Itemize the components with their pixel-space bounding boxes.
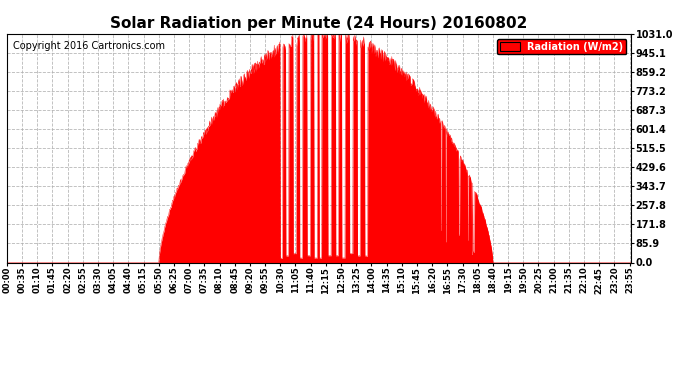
Legend: Radiation (W/m2): Radiation (W/m2) xyxy=(497,39,627,54)
Title: Solar Radiation per Minute (24 Hours) 20160802: Solar Radiation per Minute (24 Hours) 20… xyxy=(110,16,528,31)
Text: Copyright 2016 Cartronics.com: Copyright 2016 Cartronics.com xyxy=(13,40,165,51)
